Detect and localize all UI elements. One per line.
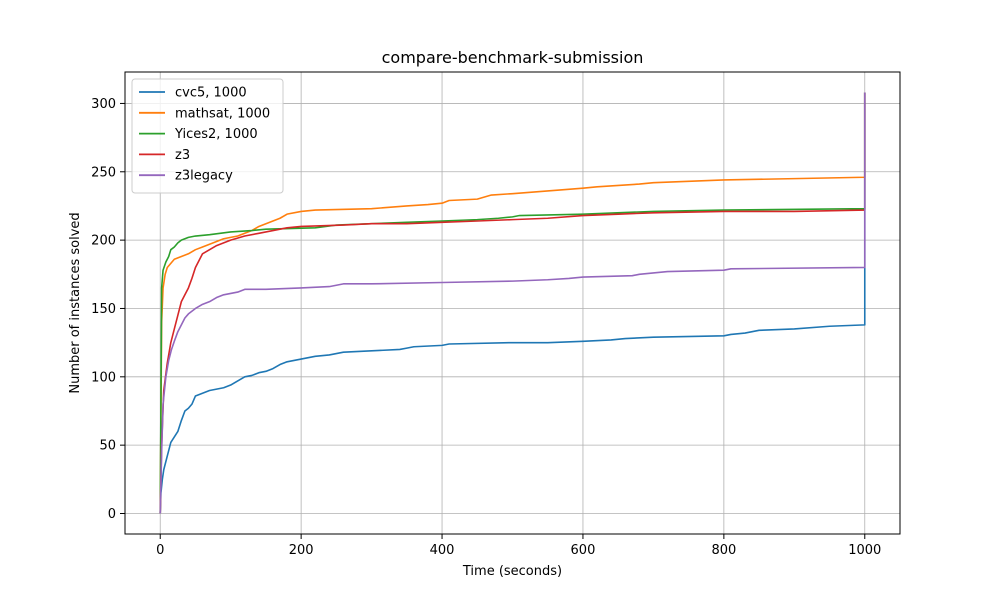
chart-title: compare-benchmark-submission bbox=[382, 48, 644, 67]
series-line-4 bbox=[159, 92, 866, 514]
series-line-0 bbox=[159, 92, 866, 514]
plot-frame bbox=[124, 71, 901, 535]
grid-lines bbox=[125, 72, 900, 534]
y-tick-label: 50 bbox=[99, 439, 116, 454]
legend: cvc5, 1000 mathsat, 1000 Yices2, 1000 z3 z3l… bbox=[131, 78, 284, 194]
y-tick-label: 200 bbox=[91, 234, 116, 249]
y-tick-label: 100 bbox=[91, 370, 116, 385]
y-tick-label: 300 bbox=[91, 97, 116, 112]
legend-item-label: z3legacy bbox=[175, 169, 233, 184]
x-tick-label: 1000 bbox=[848, 543, 881, 558]
series-line-1 bbox=[159, 92, 866, 514]
x-tick-label: 0 bbox=[156, 543, 164, 558]
legend-item-label: mathsat, 1000 bbox=[175, 106, 270, 121]
x-tick-label: 400 bbox=[430, 543, 455, 558]
series-lines bbox=[159, 92, 866, 514]
legend-item-label: Yices2, 1000 bbox=[174, 127, 258, 142]
legend-box bbox=[131, 78, 284, 194]
x-tick-label: 800 bbox=[711, 543, 736, 558]
x-axis-label: Time (seconds) bbox=[462, 564, 562, 579]
series-line-3 bbox=[159, 92, 866, 514]
y-axis-label: Number of instances solved bbox=[68, 212, 83, 393]
y-tick-label: 250 bbox=[91, 165, 116, 180]
y-tick-label: 150 bbox=[91, 302, 116, 317]
x-tick-label: 600 bbox=[571, 543, 596, 558]
y-tick-label: 0 bbox=[108, 507, 116, 522]
x-tick-label: 200 bbox=[289, 543, 314, 558]
axis-ticks: 0 200 400 600 800 1000 0 50 100 150 200 250 300 bbox=[91, 97, 881, 558]
legend-item-label: z3 bbox=[175, 148, 190, 163]
series-line-2 bbox=[159, 92, 866, 514]
legend-item-label: cvc5, 1000 bbox=[175, 86, 247, 101]
